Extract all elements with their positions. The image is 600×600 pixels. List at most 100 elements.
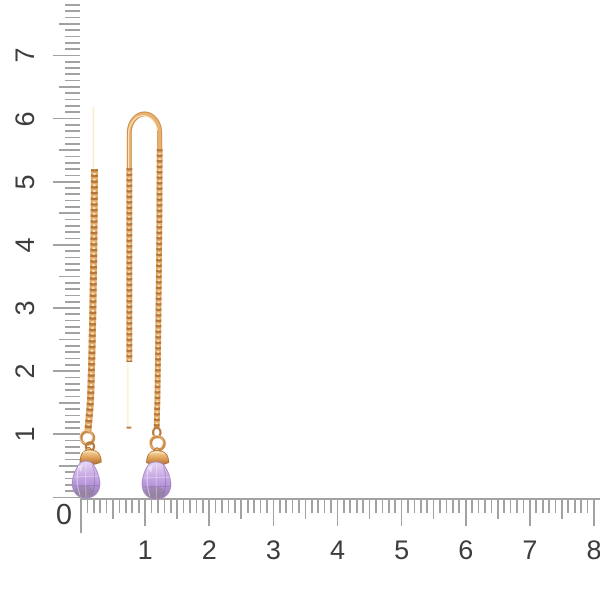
ruler-tick — [419, 499, 422, 514]
ruler-tick — [65, 16, 80, 19]
ruler-tick — [253, 499, 255, 514]
ruler-tick — [330, 499, 332, 514]
ruler-tick — [59, 401, 80, 404]
ruler-tick — [65, 67, 80, 69]
ruler-tick — [65, 92, 80, 95]
right-earring-arch — [126, 111, 163, 170]
ruler-tick — [65, 490, 80, 493]
ruler-tick — [59, 149, 80, 151]
right-earring — [126, 111, 172, 500]
ruler-tick — [221, 499, 223, 514]
ruler-tick — [131, 499, 134, 514]
ruler-tick — [567, 499, 570, 514]
ruler-tick — [432, 499, 435, 520]
stone-bottom-shadow — [145, 486, 164, 498]
ruler-tick — [65, 124, 80, 126]
ruler-tick — [53, 54, 80, 57]
ruler-tick — [65, 389, 80, 391]
ruler-tick — [65, 294, 80, 297]
ruler-tick — [65, 420, 80, 423]
ruler-tick — [195, 499, 198, 514]
ruler-tick — [163, 499, 166, 514]
ruler-tick — [580, 499, 582, 514]
right-earring-amethyst-stone — [141, 461, 172, 500]
ruler-tick — [65, 130, 80, 132]
ruler-tick — [471, 499, 473, 514]
ruler-tick — [65, 199, 80, 202]
ruler-tick — [65, 414, 80, 417]
ruler-tick — [266, 499, 268, 514]
ruler-tick — [65, 250, 80, 252]
ruler-tick — [477, 499, 480, 514]
ruler-tick — [65, 60, 80, 63]
ruler-tick — [65, 458, 80, 461]
post-end — [126, 426, 132, 429]
ruler-tick — [528, 499, 531, 526]
ruler-tick — [65, 41, 80, 44]
ruler-tick — [593, 499, 595, 526]
ruler-tick — [426, 499, 429, 514]
ruler-tick — [65, 161, 80, 164]
ruler-tick — [59, 86, 80, 88]
ruler-tick — [80, 499, 82, 533]
ruler-number: 1 — [137, 534, 153, 565]
ruler-tick — [65, 332, 80, 335]
ruler-tick — [65, 395, 80, 398]
ruler-tick — [278, 499, 281, 514]
ruler-tick — [272, 499, 275, 526]
ruler-tick — [336, 499, 339, 526]
ruler-tick — [375, 499, 377, 514]
ruler-number: 5 — [394, 534, 410, 565]
ruler-tick — [509, 499, 512, 514]
ruler-tick — [157, 499, 159, 514]
ruler-tick — [541, 499, 544, 514]
ruler-tick — [362, 499, 364, 514]
ruler-tick — [65, 206, 80, 208]
ruler-tick — [65, 256, 80, 259]
ruler-tick — [561, 499, 563, 520]
ruler-tick — [65, 262, 80, 265]
ruler-tick — [368, 499, 371, 520]
ruler-tick — [65, 269, 80, 271]
ruler-tick — [92, 499, 95, 514]
ruler-tick — [65, 193, 80, 196]
ruler-tick — [586, 499, 589, 514]
ruler-tick — [394, 499, 397, 514]
ruler-tick — [86, 499, 89, 514]
ruler-tick — [413, 499, 416, 514]
ruler-number: 3 — [265, 534, 281, 565]
ruler-tick — [65, 73, 80, 76]
ruler-tick — [496, 499, 499, 520]
ruler-tick — [65, 98, 80, 101]
ruler-tick — [65, 364, 80, 366]
ruler-tick — [65, 4, 80, 6]
ruler-number: 7 — [522, 534, 538, 565]
ruler-tick — [59, 275, 80, 278]
ruler-tick — [65, 111, 80, 114]
ruler-tick — [65, 376, 80, 379]
ruler-tick — [118, 499, 121, 514]
ruler-tick — [298, 499, 300, 514]
ruler-tick — [234, 499, 236, 514]
ruler-tick — [554, 499, 557, 514]
ruler-tick — [65, 10, 80, 12]
ruler-tick — [150, 499, 153, 514]
ruler-tick — [59, 22, 80, 25]
ruler-tick — [99, 499, 102, 514]
ruler-tick — [65, 281, 80, 284]
ruler-tick — [349, 499, 352, 514]
ruler-tick — [182, 499, 185, 514]
ruler-tick — [65, 319, 80, 322]
ruler-baseline — [80, 498, 600, 501]
ruler-tick — [458, 499, 461, 514]
ruler-tick — [317, 499, 320, 514]
ruler-tick — [400, 499, 403, 526]
ruler-tick — [65, 313, 80, 316]
ruler-tick — [169, 499, 172, 514]
ruler-tick — [214, 499, 217, 514]
ruler-tick — [65, 345, 80, 347]
ruler-tick — [407, 499, 409, 514]
stone-highlight — [148, 464, 153, 473]
ruler-tick — [65, 225, 80, 227]
